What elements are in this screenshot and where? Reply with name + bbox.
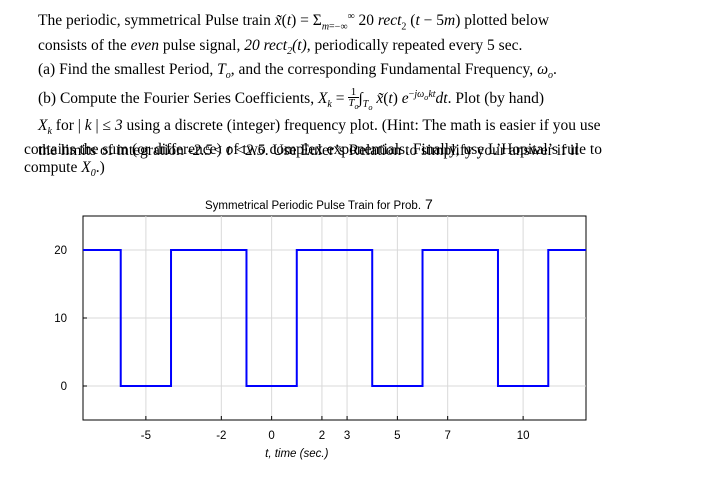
problem-line-7: contains the sum (or difference) of two … (24, 141, 602, 158)
problem-line-1: The periodic, symmetrical Pulse train x̃… (38, 11, 550, 33)
x-tick-label: -2 (216, 430, 226, 442)
problem-line-5: Xk for | k | ≤ 3 using a discrete (integ… (38, 117, 601, 138)
x-tick-label: 0 (268, 430, 274, 442)
problem-line-3: (a) Find the smallest Period, To, and th… (38, 61, 557, 82)
problem-line-6: the limits of integration -2.5< t <2.5. … (38, 141, 579, 159)
problem-line-2: consists of the even pulse signal, 20 re… (38, 36, 523, 57)
x-tick-label: 10 (517, 430, 530, 442)
x-tick-label: -5 (141, 430, 151, 442)
x-tick-label: 5 (394, 430, 400, 442)
tick-labels: -5 -2 0 2 3 5 7 10 0 10 20 (54, 245, 529, 442)
x-tick-label: 3 (344, 430, 350, 442)
pulse-train-line (83, 249, 586, 387)
problem-line-4: (b) Compute the Fourier Series Coefficie… (38, 85, 545, 112)
y-tick-label: 20 (54, 245, 67, 257)
y-tick-label: 10 (54, 313, 67, 325)
y-tick-label: 0 (61, 381, 67, 393)
chart-title-text: Symmetrical Periodic Pulse Train for Pro… (205, 200, 422, 212)
chart-title: Symmetrical Periodic Pulse Train for Pro… (205, 196, 433, 212)
series-group (83, 249, 586, 387)
x-tick-label: 2 (319, 430, 325, 442)
problem-statement: The periodic, symmetrical Pulse train x̃… (38, 8, 678, 160)
chart-title-number: 7 (425, 196, 433, 212)
x-tick-label: 7 (444, 430, 450, 442)
x-axis-label: t, time (sec.) (265, 448, 328, 460)
problem-continuation: contains the sum (or difference) of two … (24, 141, 684, 184)
problem-line-8: compute X0.) (24, 159, 105, 180)
